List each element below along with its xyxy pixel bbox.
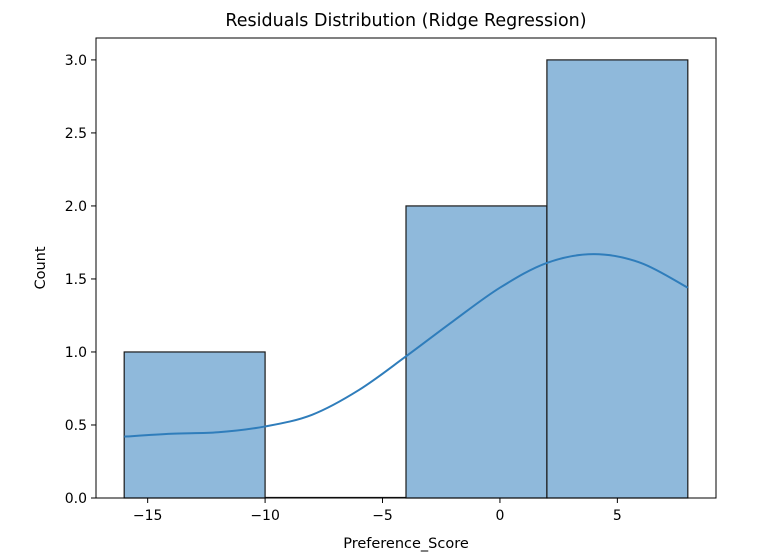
x-axis-label: Preference_Score bbox=[343, 536, 469, 552]
y-tick-label: 1.5 bbox=[65, 272, 87, 288]
x-tick-label: 0 bbox=[495, 508, 504, 524]
chart-title: Residuals Distribution (Ridge Regression… bbox=[225, 11, 586, 31]
kde-layer bbox=[124, 253, 689, 438]
y-tick-label: 3.0 bbox=[65, 53, 87, 69]
x-tick-label: −5 bbox=[372, 508, 393, 524]
y-tick-label: 2.0 bbox=[65, 199, 87, 215]
y-tick-label: 0.0 bbox=[65, 491, 87, 507]
histogram-bar-3 bbox=[546, 59, 689, 499]
histogram-bar-0 bbox=[123, 351, 266, 499]
plot-frame bbox=[95, 37, 717, 499]
y-axis-label: Count bbox=[33, 246, 49, 289]
x-axis-ticks: −15 −10 −5 0 5 bbox=[133, 498, 622, 524]
y-axis-ticks: 0.0 0.5 1.0 1.5 2.0 2.5 3.0 bbox=[65, 53, 96, 507]
y-tick-label: 2.5 bbox=[65, 126, 87, 142]
y-tick-label: 0.5 bbox=[65, 418, 87, 434]
kde-curve bbox=[124, 253, 689, 438]
histogram-bar-2 bbox=[405, 205, 548, 499]
bars-layer bbox=[123, 59, 689, 499]
x-tick-label: −10 bbox=[250, 508, 280, 524]
x-tick-label: −15 bbox=[133, 508, 163, 524]
y-tick-label: 1.0 bbox=[65, 345, 87, 361]
x-tick-label: 5 bbox=[613, 508, 622, 524]
